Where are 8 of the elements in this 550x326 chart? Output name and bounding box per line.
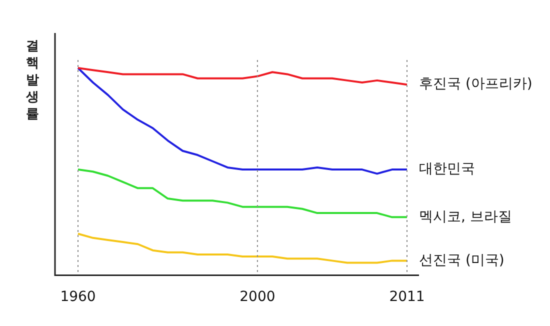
series-label: 선진국 (미국) — [419, 252, 504, 268]
x-tick-label: 2011 — [389, 289, 425, 306]
series-label: 멕시코, 브라질 — [419, 208, 512, 225]
series-label: 대한민국 — [419, 161, 475, 178]
x-tick-label: 2000 — [240, 289, 276, 306]
series-label: 후진국 (아프리카) — [419, 76, 532, 92]
y-axis-title: 결핵발생률 — [25, 38, 40, 123]
x-tick-label: 1960 — [60, 289, 96, 306]
